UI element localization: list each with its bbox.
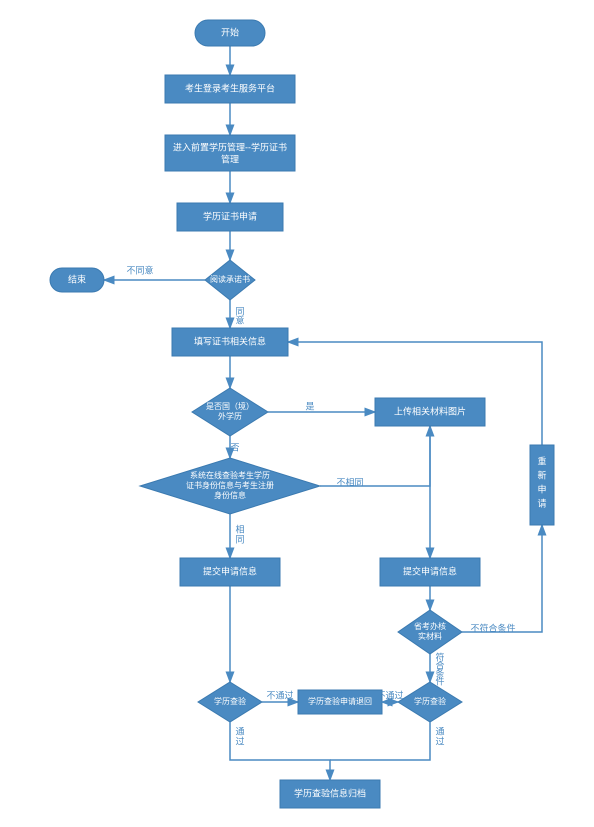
node-upload: 上传相关材料图片	[375, 398, 485, 426]
svg-text:证书身份信息与考生注册: 证书身份信息与考生注册	[186, 480, 274, 490]
node-end: 结束	[50, 268, 104, 292]
node-verify-right: 学历查验	[398, 682, 462, 722]
svg-text:学历查验: 学历查验	[414, 696, 446, 706]
node-fill-info: 填写证书相关信息	[172, 328, 288, 356]
svg-text:意: 意	[235, 314, 244, 325]
svg-text:不相同: 不相同	[336, 476, 363, 487]
node-sys-verify: 系统在线查验考生学历 证书身份信息与考生注册 身份信息	[140, 458, 320, 514]
svg-text:通: 通	[235, 726, 244, 736]
node-submit-left: 提交申请信息	[180, 558, 280, 586]
svg-text:身份信息: 身份信息	[214, 490, 246, 500]
svg-text:阅读承诺书: 阅读承诺书	[210, 274, 250, 284]
node-apply-cert: 学历证书申请	[177, 203, 283, 231]
svg-text:管理: 管理	[221, 153, 239, 164]
svg-text:学历查验申请退回: 学历查验申请退回	[308, 696, 372, 706]
svg-text:学历查验: 学历查验	[214, 696, 246, 706]
svg-text:上传相关材料图片: 上传相关材料图片	[394, 405, 466, 416]
svg-text:相: 相	[235, 523, 244, 534]
svg-text:学历证书申请: 学历证书申请	[203, 210, 257, 221]
svg-text:重: 重	[537, 455, 546, 466]
svg-text:同: 同	[235, 534, 244, 544]
svg-text:件: 件	[435, 675, 444, 686]
svg-text:外学历: 外学历	[218, 411, 242, 421]
node-read-commit: 阅读承诺书	[205, 260, 255, 300]
svg-text:否: 否	[230, 442, 239, 452]
svg-text:进入前置学历管理--学历证书: 进入前置学历管理--学历证书	[173, 141, 287, 152]
svg-text:不同意: 不同意	[126, 264, 153, 275]
svg-text:申: 申	[537, 483, 546, 494]
svg-text:是否国（境）: 是否国（境）	[206, 401, 254, 411]
node-login: 考生登录考生服务平台	[165, 75, 295, 103]
svg-text:学历查验信息归档: 学历查验信息归档	[294, 787, 366, 798]
svg-text:是: 是	[305, 401, 314, 411]
node-archive: 学历查验信息归档	[280, 780, 380, 808]
node-return-app: 学历查验申请退回	[298, 690, 382, 714]
svg-text:省考办核: 省考办核	[414, 621, 446, 631]
svg-text:提交申请信息: 提交申请信息	[403, 565, 457, 576]
svg-text:结束: 结束	[68, 273, 86, 284]
flowchart-canvas: 开始 考生登录考生服务平台 进入前置学历管理--学历证书 管理 学历证书申请 阅…	[0, 0, 594, 827]
svg-text:过: 过	[235, 735, 244, 746]
node-enter-mgmt: 进入前置学历管理--学历证书 管理	[165, 135, 295, 171]
svg-text:新: 新	[537, 469, 546, 480]
node-submit-right: 提交申请信息	[380, 558, 480, 586]
svg-text:请: 请	[537, 497, 546, 508]
svg-text:填写证书相关信息: 填写证书相关信息	[194, 335, 266, 346]
svg-text:系统在线查验考生学历: 系统在线查验考生学历	[190, 470, 270, 480]
node-reapply: 重 新 申 请	[530, 445, 554, 525]
svg-text:过: 过	[435, 735, 444, 746]
node-is-foreign: 是否国（境） 外学历	[192, 388, 268, 436]
node-review-mat: 省考办核 实材料	[398, 610, 462, 654]
node-verify-left: 学历查验	[198, 682, 262, 722]
svg-text:实材料: 实材料	[418, 631, 442, 641]
svg-text:提交申请信息: 提交申请信息	[203, 565, 257, 576]
svg-text:通: 通	[435, 726, 444, 736]
svg-text:考生登录考生服务平台: 考生登录考生服务平台	[185, 82, 275, 93]
node-start: 开始	[195, 20, 265, 46]
svg-text:不通过: 不通过	[376, 689, 403, 700]
svg-text:不通过: 不通过	[266, 689, 293, 700]
svg-text:开始: 开始	[221, 26, 239, 37]
svg-text:不符合条件: 不符合条件	[470, 622, 515, 633]
